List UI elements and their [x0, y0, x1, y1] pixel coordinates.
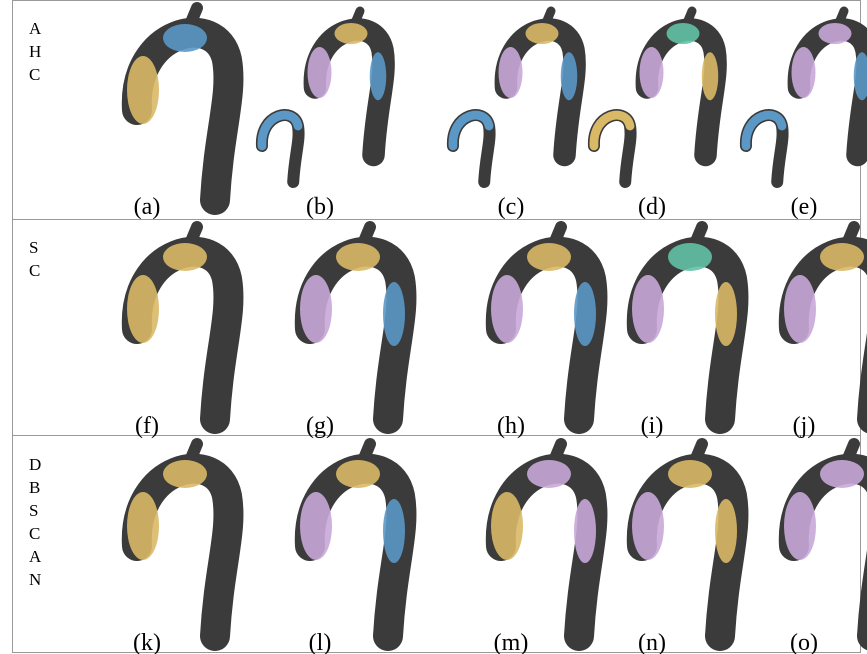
figure: AHC(a)(b)(c)(d)(e)SC(f)(g)(h)(i)(j)DBSCA…	[0, 0, 867, 654]
aorta-rendering	[746, 115, 783, 182]
row-label-letter: D	[29, 455, 41, 474]
flow-cluster	[819, 23, 852, 44]
aorta-rendering	[632, 227, 737, 419]
flow-cluster	[784, 492, 816, 560]
flow-cluster	[127, 275, 159, 343]
panel-label: (o)	[790, 630, 818, 654]
flow-cluster	[820, 243, 864, 271]
row-label-letter: C	[29, 65, 40, 84]
aorta-rendering	[640, 11, 719, 155]
aorta-rendering	[792, 11, 867, 155]
flow-cluster	[527, 243, 571, 271]
panel-label: (l)	[309, 630, 332, 654]
flow-cluster	[667, 23, 700, 44]
flow-cluster	[163, 460, 207, 488]
panel-label: (h)	[497, 413, 525, 439]
flow-cluster	[308, 47, 332, 98]
row-label-letter: S	[29, 238, 38, 257]
panel-label: (d)	[638, 194, 666, 220]
panel-label: (n)	[638, 630, 666, 654]
flow-cluster	[526, 23, 559, 44]
flow-cluster	[702, 52, 719, 100]
aorta-rendering	[784, 444, 867, 636]
row-label-letter: A	[29, 547, 42, 566]
flow-cluster	[300, 275, 332, 343]
aorta-rendering	[127, 227, 228, 419]
aorta-rendering	[308, 11, 387, 155]
figure-canvas: AHC(a)(b)(c)(d)(e)SC(f)(g)(h)(i)(j)DBSCA…	[0, 0, 867, 654]
row-label-letter: S	[29, 501, 38, 520]
flow-cluster	[499, 47, 523, 98]
flow-cluster	[632, 492, 664, 560]
flow-cluster	[668, 243, 712, 271]
flow-cluster	[574, 282, 596, 346]
aorta-rendering	[300, 227, 405, 419]
flow-cluster	[163, 243, 207, 271]
panel-label: (i)	[641, 413, 664, 439]
aorta-rendering	[127, 8, 228, 200]
row-label-letter: C	[29, 524, 40, 543]
aorta-rendering	[784, 227, 867, 419]
flow-cluster	[300, 492, 332, 560]
panel-label: (m)	[494, 630, 529, 654]
flow-cluster	[335, 23, 368, 44]
flow-cluster	[632, 275, 664, 343]
aorta-rendering	[491, 227, 596, 419]
row-label-letter: H	[29, 42, 41, 61]
flow-cluster	[668, 460, 712, 488]
flow-cluster	[715, 499, 737, 563]
aorta-rendering	[300, 444, 405, 636]
panel-label: (k)	[133, 630, 161, 654]
flow-cluster	[383, 499, 405, 563]
flow-cluster	[715, 282, 737, 346]
aorta-rendering	[453, 115, 490, 182]
panel-label: (f)	[135, 413, 159, 439]
flow-cluster	[491, 275, 523, 343]
panel-label: (e)	[791, 194, 818, 220]
aorta-rendering	[594, 115, 631, 182]
panel-label: (b)	[306, 194, 334, 220]
flow-cluster	[820, 460, 864, 488]
panel-label: (a)	[134, 194, 161, 220]
panel-label: (g)	[306, 413, 334, 439]
flow-cluster	[491, 492, 523, 560]
flow-cluster	[336, 243, 380, 271]
row-label-letter: A	[29, 19, 42, 38]
aorta-rendering	[491, 444, 596, 636]
flow-cluster	[640, 47, 664, 98]
flow-cluster	[784, 275, 816, 343]
flow-cluster	[527, 460, 571, 488]
aorta-rendering	[262, 115, 299, 182]
flow-cluster	[370, 52, 387, 100]
aorta-rendering	[499, 11, 578, 155]
flow-cluster	[336, 460, 380, 488]
flow-cluster	[574, 499, 596, 563]
flow-cluster	[127, 492, 159, 560]
flow-cluster	[127, 56, 159, 124]
panel-label: (c)	[498, 194, 525, 220]
row-label-letter: C	[29, 261, 40, 280]
aorta-rendering	[127, 444, 228, 636]
flow-cluster	[561, 52, 578, 100]
flow-cluster	[792, 47, 816, 98]
flow-cluster	[383, 282, 405, 346]
row-label-letter: B	[29, 478, 40, 497]
flow-cluster	[163, 24, 207, 52]
aorta-rendering	[632, 444, 737, 636]
row-label-letter: N	[29, 570, 41, 589]
panel-label: (j)	[793, 413, 816, 439]
